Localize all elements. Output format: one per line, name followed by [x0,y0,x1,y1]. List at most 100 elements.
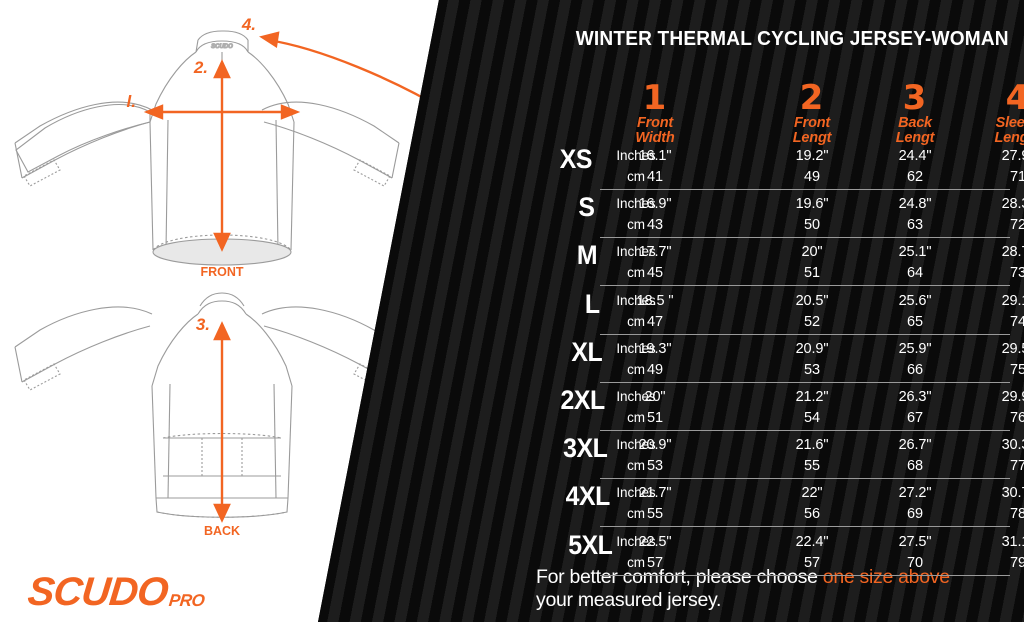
unit-label-inches: Inches [616,340,656,356]
unit-label-cm: cm [627,217,645,233]
row-separator [600,526,1010,528]
cell-3xl-inches-3: 26.7" [898,437,932,454]
column-header-1: 1 Front Width [600,78,710,147]
footer-highlight: one size above [822,566,950,588]
cell-xl-cm-2: 53 [804,361,820,378]
size-label-xs: XS [559,144,593,174]
size-label-2xl: 2XL [560,385,606,415]
cell-l-inches-1: 18.5 " [636,292,674,309]
cell-2xl-inches-2: 21.2" [795,389,829,405]
cell-2xl-cm-4: 76 [1010,410,1024,426]
cell-l-cm-1: 47 [647,313,663,330]
row-separator [600,333,1010,335]
cell-2xl-cm-3: 67 [907,410,923,426]
cell-4xl-inches-1: 21.7" [638,485,672,502]
cell-2xl-inches-1: 20" [644,389,666,405]
cell-s-cm-1: 43 [647,217,663,234]
cell-4xl-cm-3: 69 [907,506,923,523]
cell-xs-inches-4: 27.9" [1001,148,1024,164]
cell-3xl-inches-1: 20.9" [638,437,672,454]
column-number-4: 4 [1005,78,1024,118]
cell-s-inches-1: 16.9" [638,196,672,213]
column-header-3: 3 Back Lengt [860,78,970,147]
size-label-m: M [576,240,598,271]
cell-m-inches-2: 20" [801,244,823,261]
cell-l-cm-4: 74 [1010,313,1024,330]
cell-5xl-inches-1: 22.5" [638,533,672,550]
marker-label-4: 4. [241,15,256,34]
cell-m-cm-4: 73 [1010,265,1024,282]
cell-xl-cm-3: 66 [907,361,923,378]
cell-5xl-cm-3: 70 [907,554,923,571]
cell-2xl-inches-4: 29.9" [1001,389,1024,405]
cell-5xl-inches-4: 31.1" [1001,533,1024,550]
unit-label-inches: Inches [616,485,656,501]
column-label-2: Front Lengt [792,115,832,147]
collar-logo: SCUDO [211,43,234,50]
cell-xs-cm-3: 62 [907,169,923,185]
cell-4xl-inches-3: 27.2" [898,485,932,502]
cell-5xl-cm-1: 57 [647,554,663,571]
size-label-xl: XL [571,336,603,367]
row-separator [600,430,1010,431]
cell-xs-inches-1: 16.1" [638,148,672,164]
cell-s-cm-4: 72 [1010,217,1024,234]
cell-xl-inches-2: 20.9" [795,340,829,357]
cell-m-inches-1: 17.7" [638,244,672,261]
cell-2xl-cm-1: 51 [647,410,663,426]
size-label-s: S [578,192,595,223]
cell-4xl-inches-4: 30.7" [1001,485,1024,502]
unit-label-cm: cm [627,506,645,522]
unit-label-inches: Inches [616,533,656,549]
cell-3xl-cm-3: 68 [907,458,923,475]
cell-s-inches-4: 28.3" [1001,196,1024,213]
row-separator [600,237,1010,239]
column-label-3: Back Lengt [895,115,935,147]
cell-3xl-cm-1: 53 [647,458,663,475]
column-label-1: Front Width [635,115,675,147]
row-separator [600,574,1010,576]
row-separator [600,285,1010,287]
cell-m-cm-2: 51 [804,265,820,282]
cell-5xl-cm-2: 57 [804,554,820,571]
cell-5xl-inches-3: 27.5" [898,533,932,550]
column-header-4: 4SleeveLenght [963,78,1024,147]
cell-s-inches-3: 24.8" [898,196,932,213]
unit-label-cm: cm [627,410,645,425]
column-number-2: 2 [799,78,825,118]
cell-s-cm-2: 50 [804,217,820,234]
column-label-4: SleeveLenght [994,115,1024,147]
unit-label-cm: cm [627,554,645,570]
cell-xs-cm-1: 41 [647,169,663,185]
row-separator [600,381,1010,383]
cell-l-cm-2: 52 [804,313,820,330]
cell-s-inches-2: 19.6" [795,196,829,213]
cell-xl-inches-3: 25.9" [898,340,932,357]
footer-text-1: For better comfort, please choose [536,566,823,588]
footer-note: For better comfort, please choose one si… [536,566,1016,613]
jersey-diagrams: SCUDO [14,15,458,538]
cell-m-cm-1: 45 [647,265,663,282]
column-number-1: 1 [642,78,668,118]
cell-4xl-cm-1: 55 [647,506,663,523]
cell-m-inches-4: 28.7" [1001,244,1024,261]
unit-label-cm: cm [627,361,645,377]
size-label-l: L [584,288,600,319]
back-caption: BACK [204,524,240,538]
cell-l-inches-4: 29.1" [1001,292,1024,309]
cell-xl-inches-1: 19.3" [638,340,672,357]
cell-5xl-inches-2: 22.4" [795,533,829,550]
cell-l-cm-3: 65 [907,313,923,330]
cell-3xl-inches-4: 30.3" [1001,437,1024,454]
column-header-2: 2 Front Lengt [757,78,867,147]
unit-label-inches: Inches [616,244,656,260]
cell-2xl-inches-3: 26.3" [898,389,932,405]
size-label-5xl: 5XL [568,529,613,560]
column-number-3: 3 [902,78,928,118]
cell-xs-inches-2: 19.2" [795,148,829,164]
cell-xs-inches-3: 24.4" [898,148,932,164]
cell-s-cm-3: 63 [907,217,923,234]
unit-label-cm: cm [627,458,645,474]
